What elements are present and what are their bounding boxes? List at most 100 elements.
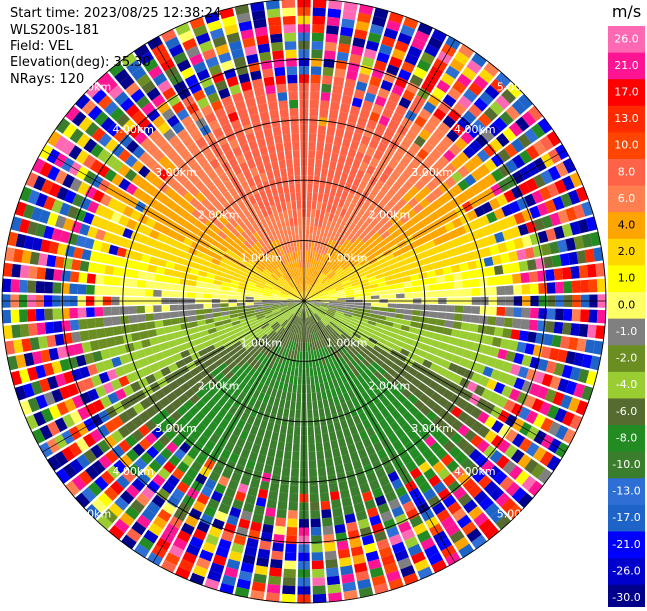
velocity-gate [78, 284, 87, 294]
velocity-gate [324, 186, 331, 195]
velocity-gate [298, 226, 302, 235]
velocity-gate [291, 125, 299, 134]
velocity-gate [147, 264, 157, 272]
velocity-gate [149, 337, 159, 346]
velocity-gate [333, 516, 344, 526]
velocity-gate [308, 426, 314, 435]
velocity-gate [267, 584, 281, 594]
velocity-gate [175, 337, 185, 345]
velocity-gate [165, 261, 175, 269]
velocity-gate [309, 477, 317, 486]
velocity-gate [412, 286, 421, 292]
velocity-gate [188, 316, 197, 322]
velocity-gate [488, 307, 497, 316]
velocity-gate [487, 277, 496, 286]
range-ring-label: 3.00km [411, 166, 453, 179]
velocity-gate [388, 294, 397, 298]
velocity-gate [513, 285, 522, 295]
velocity-gate [310, 108, 319, 117]
velocity-gate [290, 401, 296, 410]
velocity-gate [329, 483, 339, 493]
velocity-gate [267, 499, 277, 509]
colorbar-tick-label: -6.0 [616, 405, 637, 418]
velocity-gate [429, 311, 438, 318]
velocity-gate [330, 187, 337, 196]
velocity-gate [495, 317, 504, 327]
velocity-gate [264, 162, 272, 172]
velocity-gate [270, 110, 280, 120]
velocity-gate [129, 270, 138, 279]
velocity-gate [396, 288, 405, 293]
colorbar-tick-label: 21.0 [614, 59, 639, 72]
velocity-gate [120, 287, 129, 295]
velocity-gate [522, 284, 531, 294]
colorbar-tick-label: -17.0 [612, 511, 640, 524]
velocity-gate [258, 103, 268, 113]
velocity-gate [287, 527, 298, 536]
velocity-gate [316, 201, 322, 210]
velocity-gate [260, 172, 268, 182]
velocity-gate [409, 327, 418, 334]
velocity-gate [394, 318, 403, 324]
velocity-gate [312, 552, 324, 561]
velocity-gate [433, 333, 443, 341]
velocity-gate [387, 289, 396, 294]
velocity-gate [113, 326, 123, 336]
velocity-gate [308, 435, 315, 444]
velocity-gate [259, 446, 268, 456]
velocity-gate [164, 268, 173, 276]
velocity-gate [195, 287, 204, 293]
velocity-gate [129, 324, 138, 333]
velocity-gate [275, 75, 286, 84]
velocity-gate [310, 100, 319, 109]
velocity-gate [513, 307, 522, 317]
velocity-gate [340, 489, 350, 499]
velocity-gate [293, 435, 300, 444]
velocity-gate [52, 282, 61, 293]
velocity-gate [309, 117, 317, 126]
velocity-gate [327, 126, 336, 135]
velocity-gate [290, 477, 298, 486]
velocity-gate [288, 418, 294, 427]
velocity-gate [220, 303, 229, 307]
velocity-gate [307, 192, 312, 201]
velocity-gate [131, 261, 141, 270]
velocity-gate [446, 290, 455, 297]
velocity-gate [469, 324, 478, 333]
velocity-gate [171, 277, 180, 284]
velocity-gate [312, 192, 318, 201]
velocity-gate [308, 351, 311, 360]
station-label: WLS200s-181 [10, 23, 99, 39]
velocity-gate [307, 393, 312, 402]
range-ring-label: 2.00km [369, 209, 411, 222]
velocity-gate [306, 368, 310, 377]
velocity-gate [266, 422, 274, 432]
velocity-gate [340, 420, 348, 430]
velocity-gate [267, 448, 275, 458]
velocity-gate [554, 268, 564, 280]
velocity-gate [324, 143, 332, 152]
velocity-gate [580, 280, 589, 293]
velocity-gate [145, 289, 154, 296]
colorbar-tick-label: 0.0 [618, 298, 636, 311]
velocity-gate [286, 159, 293, 168]
velocity-gate [204, 309, 213, 314]
velocity-gate [203, 304, 212, 309]
velocity-gate [283, 408, 289, 417]
velocity-gate [308, 167, 314, 176]
velocity-gate [212, 304, 221, 308]
velocity-gate [94, 285, 103, 295]
velocity-gate [172, 324, 181, 331]
velocity-gate [146, 273, 155, 281]
velocity-gate [429, 291, 438, 297]
velocity-gate [279, 160, 286, 169]
velocity-gate [321, 391, 327, 400]
colorbar-tick-label: -8.0 [616, 431, 637, 444]
velocity-gate [282, 594, 296, 603]
velocity-gate [276, 84, 286, 93]
velocity-gate [170, 284, 179, 291]
velocity-gate [285, 442, 292, 451]
velocity-gate [283, 134, 291, 143]
velocity-gate [330, 406, 337, 415]
velocity-gate [338, 43, 351, 53]
